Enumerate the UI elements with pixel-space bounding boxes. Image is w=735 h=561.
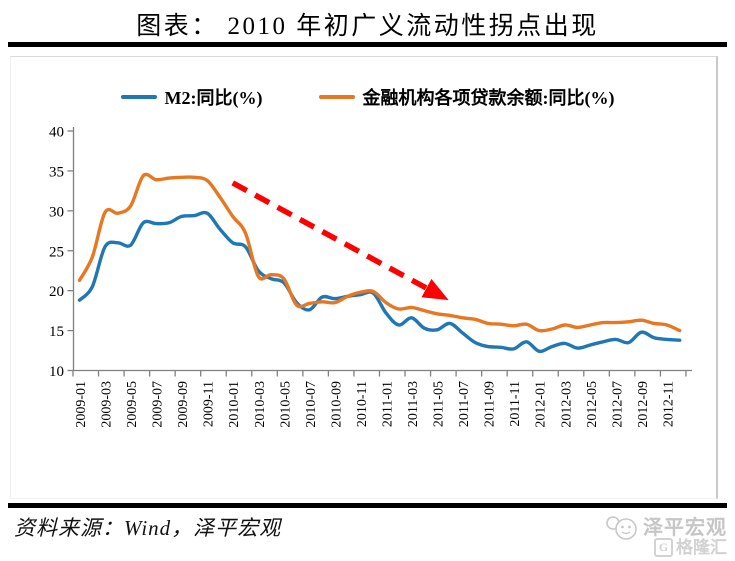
y-tick-label: 10	[49, 364, 64, 380]
top-divider	[8, 42, 727, 47]
gelonghui-logo-icon: G	[654, 538, 673, 557]
source-note: 资料来源：Wind，泽平宏观	[14, 516, 282, 540]
y-tick-label: 30	[49, 204, 64, 220]
x-tick-label: 2009-01	[74, 381, 89, 428]
x-tick-label: 2009-05	[125, 381, 140, 428]
m2-line-swatch	[120, 95, 157, 99]
loans-line-swatch	[318, 95, 355, 99]
x-tick-label: 2011-01	[380, 381, 395, 427]
x-tick-label: 2010-07	[304, 381, 319, 428]
y-tick-label: 35	[49, 164, 64, 180]
page-title: 图表： 2010 年初广义流动性拐点出现	[136, 13, 599, 40]
y-tick-label: 25	[49, 244, 64, 260]
line-chart-plot: 10 15 20 25 30 35 40 2009-01 2009-03 2009-05 2009-…	[49, 125, 692, 428]
m2-line	[77, 210, 682, 354]
x-tick-label: 2012-03	[559, 381, 574, 428]
x-tick-label: 2010-09	[329, 381, 344, 428]
x-tick-label: 2011-03	[406, 381, 421, 427]
x-tick-label: 2010-05	[278, 381, 293, 428]
trend-arrow	[231, 180, 449, 301]
x-tick-label: 2011-11	[508, 381, 523, 427]
watermark-brand-row: 泽平宏观	[567, 515, 727, 541]
x-tick-label: 2009-11	[202, 381, 217, 427]
x-tick-label: 2012-05	[585, 381, 600, 428]
legend-item-loans: 金融机构各项贷款余额:同比(%)	[318, 84, 615, 110]
x-tick-label: 2010-01	[227, 381, 242, 428]
x-tick-label: 2009-09	[176, 381, 191, 428]
x-tick-label: 2011-07	[457, 381, 472, 427]
x-tick-label: 2012-07	[610, 381, 625, 428]
loans-line	[77, 172, 682, 333]
y-tick-label: 40	[49, 125, 64, 141]
y-tick-label: 15	[49, 324, 64, 340]
brand-avatar-icon	[606, 516, 637, 540]
legend-label-loans: 金融机构各项贷款余额:同比(%)	[362, 88, 615, 108]
chart-legend: M2:同比(%) 金融机构各项贷款余额:同比(%)	[0, 84, 735, 110]
x-tick-label: 2010-03	[253, 381, 268, 428]
bottom-divider	[8, 503, 727, 508]
x-tick-label: 2011-05	[432, 381, 447, 427]
brand-watermark: 泽平宏观 G 格隆汇	[567, 515, 727, 557]
watermark-brand-name: 泽平宏观	[643, 516, 727, 539]
x-tick-label: 2009-03	[100, 381, 115, 428]
y-tick-label: 20	[49, 284, 64, 300]
chart-figure-area	[10, 56, 718, 499]
x-tick-label: 2009-07	[151, 381, 166, 428]
x-tick-label: 2011-09	[483, 381, 498, 427]
x-tick-label: 2012-11	[661, 381, 676, 427]
legend-item-m2: M2:同比(%)	[120, 84, 263, 110]
x-tick-label: 2012-01	[534, 381, 549, 428]
legend-label-m2: M2:同比(%)	[164, 88, 263, 108]
x-tick-label: 2010-11	[355, 381, 370, 427]
x-tick-label: 2012-09	[636, 381, 651, 428]
watermark-platform-name: 格隆汇	[676, 537, 727, 557]
watermark-platform-row: G 格隆汇	[567, 538, 727, 557]
